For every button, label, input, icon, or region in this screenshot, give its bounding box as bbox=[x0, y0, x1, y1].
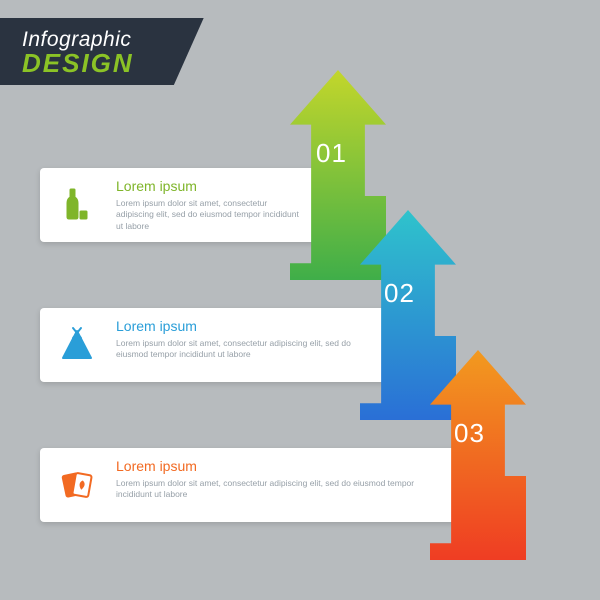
info-card-3: Lorem ipsum Lorem ipsum dolor sit amet, … bbox=[40, 448, 458, 522]
arrow-number-2: 02 bbox=[384, 278, 415, 309]
arrow-number-3: 03 bbox=[454, 418, 485, 449]
card-body-3: Lorem ipsum dolor sit amet, consectetur … bbox=[116, 478, 444, 501]
teepee-icon bbox=[54, 322, 100, 368]
card-body-2: Lorem ipsum dolor sit amet, consectetur … bbox=[116, 338, 374, 361]
header-line2: DESIGN bbox=[22, 52, 134, 75]
infographic-canvas: Infographic DESIGN 01 Lorem ipsum Lorem … bbox=[0, 0, 600, 600]
playing-cards-icon bbox=[54, 462, 100, 508]
bottle-shot-icon bbox=[54, 182, 100, 228]
card-title-1: Lorem ipsum bbox=[116, 178, 304, 194]
card-title-2: Lorem ipsum bbox=[116, 318, 374, 334]
card-body-1: Lorem ipsum dolor sit amet, consectetur … bbox=[116, 198, 304, 232]
arrow-number-1: 01 bbox=[316, 138, 347, 169]
card-title-3: Lorem ipsum bbox=[116, 458, 444, 474]
header-banner: Infographic DESIGN bbox=[0, 18, 204, 85]
info-card-2: Lorem ipsum Lorem ipsum dolor sit amet, … bbox=[40, 308, 388, 382]
info-card-1: Lorem ipsum Lorem ipsum dolor sit amet, … bbox=[40, 168, 318, 242]
